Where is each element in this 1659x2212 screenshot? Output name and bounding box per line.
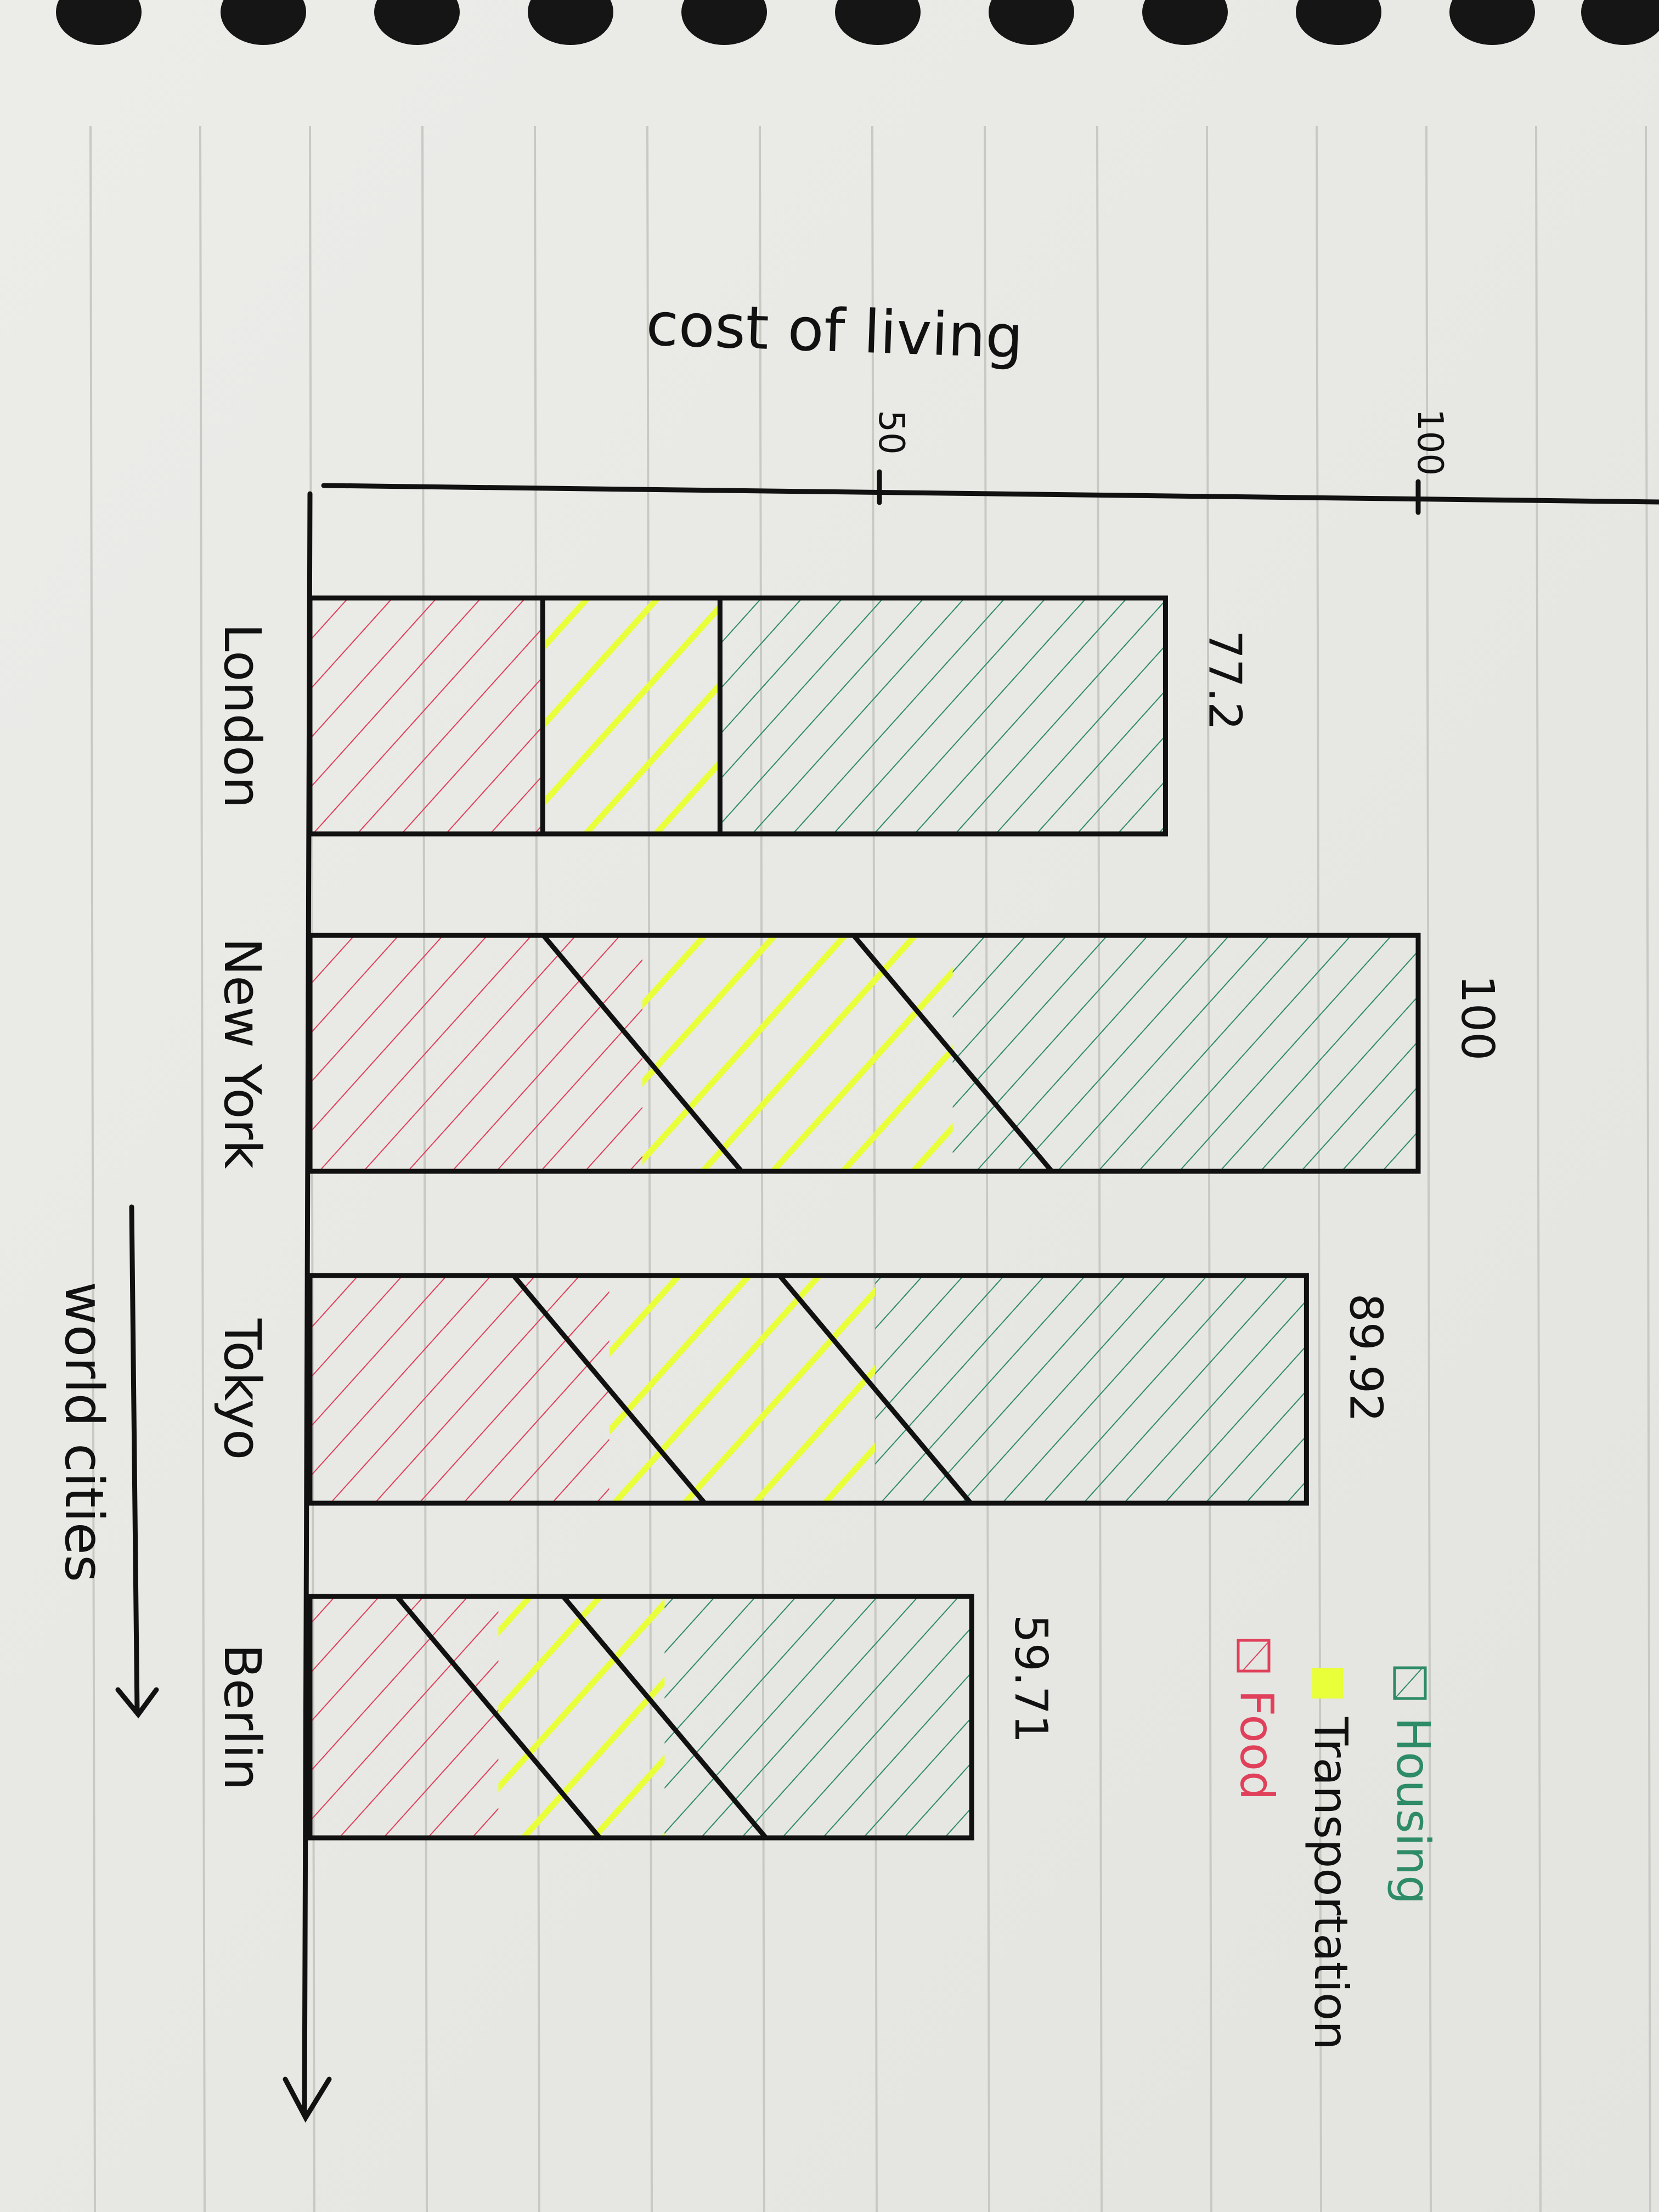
bar-outline-3 (307, 1594, 974, 1841)
bar-segment-housing-3 (664, 1596, 972, 1838)
ruled-line (1645, 126, 1651, 2212)
ruled-line (89, 126, 96, 2212)
category-axis-arrowhead (283, 2076, 332, 2123)
binder-hole (56, 0, 142, 45)
bar-segment-food-1 (310, 935, 642, 1171)
ruled-line (1535, 126, 1542, 2212)
legend: Housing Transportation Food (1230, 1639, 1440, 2050)
y-axis-title-arrowhead (115, 1687, 159, 1719)
bar-divider (777, 1273, 973, 1506)
bar-total-label: 100 (1451, 975, 1503, 1061)
legend-label-food: Food (1230, 1690, 1284, 1800)
legend-label-transportation: Transportation (1304, 1717, 1358, 2050)
legend-swatch-food (1237, 1639, 1271, 1673)
bar-divider (394, 1594, 602, 1841)
bar-segment-transportation-3 (498, 1596, 665, 1838)
value-axis (321, 483, 1659, 505)
binder-hole (528, 0, 613, 45)
bar-outline-1 (307, 933, 1421, 1174)
bar-segment-food-3 (310, 1596, 499, 1838)
chart-title: cost of living (645, 290, 1024, 372)
category-label: Berlin (213, 1644, 272, 1791)
legend-swatch-housing (1393, 1666, 1427, 1700)
ruled-line (1425, 126, 1432, 2212)
binder-hole (1296, 0, 1381, 45)
bar-total-label: 89.92 (1339, 1294, 1391, 1423)
binder-hole (989, 0, 1074, 45)
legend-label-housing: Housing (1386, 1717, 1440, 1904)
category-label: London (213, 623, 272, 808)
legend-swatch-transportation (1312, 1668, 1343, 1699)
bar-segment-housing-2 (875, 1276, 1307, 1503)
x-tick-label: 50 (871, 410, 911, 454)
bar-segment-transportation-2 (609, 1276, 876, 1503)
binder-hole (221, 0, 306, 45)
y-axis-title: world cities (53, 1282, 115, 1582)
bar-outline-2 (307, 1273, 1309, 1506)
category-label: New York (213, 938, 272, 1169)
category-label: Tokyo (213, 1318, 272, 1460)
bar-divider (540, 933, 744, 1174)
bar-outline-0 (307, 595, 1168, 837)
bar-segment-transportation-1 (642, 935, 953, 1171)
bar-total-label: 77.2 (1198, 630, 1250, 731)
bar-divider (511, 1273, 708, 1506)
bar-divider (851, 933, 1054, 1174)
y-axis-title-arrow (129, 1204, 140, 1714)
bar-segment-housing-1 (952, 935, 1418, 1171)
binder-hole (681, 0, 767, 45)
binder-hole (1449, 0, 1535, 45)
binder-hole (1142, 0, 1228, 45)
bar-segment-transportation-0 (543, 598, 720, 834)
bar-segment-food-2 (310, 1276, 610, 1503)
bar-divider (561, 1594, 769, 1841)
binder-hole (1581, 0, 1659, 45)
x-tick-label: 100 (1409, 409, 1450, 476)
binder-hole (374, 0, 460, 45)
ruled-line (199, 126, 206, 2212)
bar-total-label: 59.71 (1005, 1615, 1057, 1743)
bar-segment-food-0 (310, 598, 543, 834)
binder-hole (835, 0, 921, 45)
bar-segment-housing-0 (720, 598, 1166, 834)
